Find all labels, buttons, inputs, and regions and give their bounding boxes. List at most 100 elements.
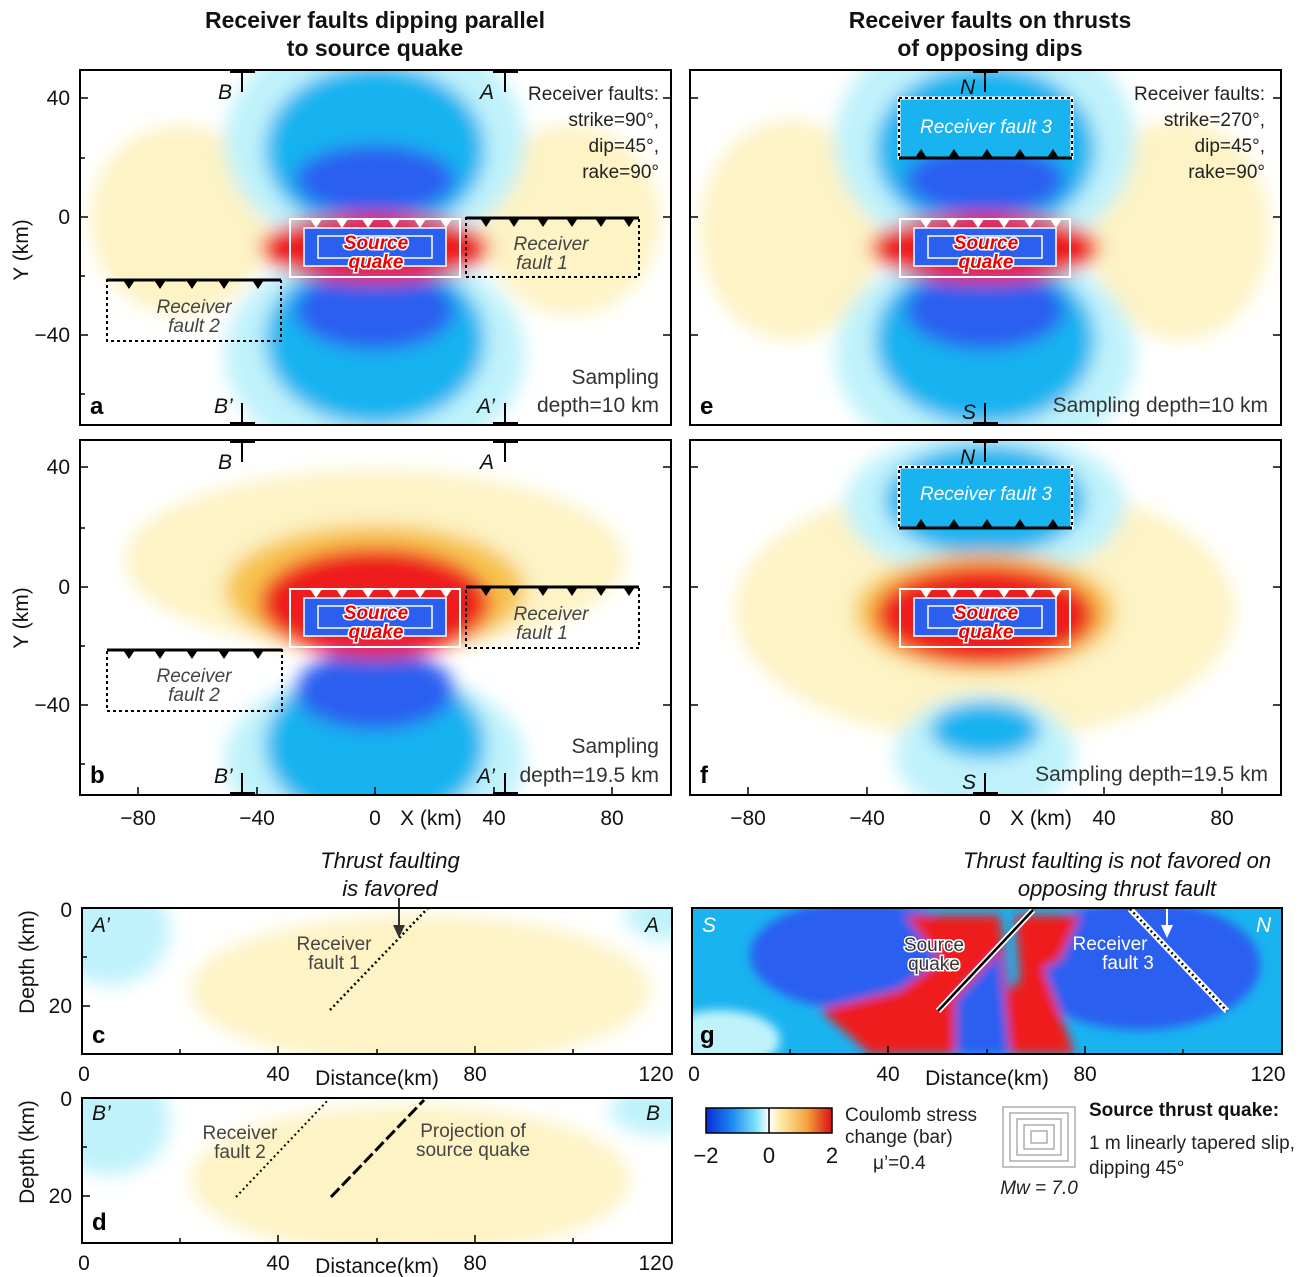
source-legend-desc-1: 1 m linearly tapered slip, [1089, 1133, 1295, 1154]
panel-e-rf3-label: Receiver fault 3 [920, 117, 1052, 138]
panel-b-rf1-label-1: Receiver [514, 604, 590, 625]
x-tick-left-0: 0 [369, 807, 381, 830]
panel-c-rf1-label-2: fault 1 [308, 953, 360, 974]
panel-g-section: Source quake Receiver fault 3 S N g [691, 898, 1283, 1055]
panel-f-S: S [962, 771, 976, 794]
left-title-line2: to source quake [286, 35, 464, 61]
panel-f-letter: f [700, 762, 709, 789]
right-title-line2: of opposing dips [897, 35, 1083, 61]
y-label-b: Y (km) [10, 587, 33, 648]
slip-patch-icon [1002, 1106, 1076, 1168]
panel-f-N: N [960, 446, 976, 469]
panel-a-letter: a [90, 393, 104, 420]
panel-a-map: Source quake Receiver fault 1 Receiver f… [79, 69, 672, 426]
panel-b-source-label-2: quake [349, 622, 404, 643]
colorbar-title-2: change (bar) [845, 1127, 953, 1148]
panel-b-letter: b [90, 762, 105, 789]
receiver-info-left-0: Receiver faults: [528, 84, 659, 105]
x-tick-right-m80: −80 [730, 807, 766, 830]
panel-a-rf1-label-2: fault 1 [516, 253, 568, 274]
panel-c-rf1-label-1: Receiver [297, 934, 373, 955]
panel-a-frame [79, 69, 672, 426]
dist-tick-g-0: 0 [688, 1063, 700, 1086]
colorbar-min: −2 [693, 1143, 718, 1168]
x-label-right: X (km) [1010, 807, 1072, 830]
panel-g-S: S [702, 914, 716, 937]
panel-g-source-label-2: quake [908, 954, 960, 975]
panel-f-source-label-1: Source [954, 603, 1019, 624]
panel-g-annotation-1: Thrust faulting is not favored on [963, 848, 1271, 873]
panel-g-rf3-label-1: Receiver [1073, 934, 1149, 955]
panel-d-letter: d [92, 1209, 107, 1236]
x-label-left: X (km) [400, 807, 462, 830]
receiver-info-right-0: Receiver faults: [1134, 84, 1265, 105]
x-tick-right-m40: −40 [849, 807, 885, 830]
panel-d-projection-2: source quake [416, 1140, 530, 1161]
dist-tick-d-40: 40 [266, 1252, 289, 1275]
panel-c-section: Receiver fault 1 A’ A c [81, 898, 673, 1055]
y-tick-a-40: 40 [47, 87, 70, 110]
panel-e-map: Receiver fault 3 Source quake Receiver f… [689, 69, 1282, 426]
depth-label-c: Depth (km) [16, 910, 39, 1014]
x-tick-left-m40: −40 [239, 807, 275, 830]
receiver-info-right-1: strike=270°, [1164, 110, 1265, 131]
panel-e-frame [689, 69, 1282, 426]
depth-tick-c-20: 20 [49, 995, 72, 1018]
panel-b-source-label-1: Source [344, 603, 409, 624]
panel-a-section-markers [230, 71, 518, 424]
panel-a-rf2-label-1: Receiver [157, 297, 233, 318]
panel-a-B: B [218, 81, 232, 104]
panel-a-sampling-1: Sampling [571, 366, 659, 389]
panel-g-annotation-2: opposing thrust fault [1018, 876, 1217, 901]
depth-tick-d-0: 0 [60, 1088, 72, 1111]
x-tick-left-80: 80 [600, 807, 623, 830]
panel-d-rf2-label-2: fault 2 [214, 1142, 266, 1163]
panel-e-letter: e [700, 393, 713, 420]
panel-a-B-prime: B’ [214, 395, 233, 418]
receiver-info-left-1: strike=90°, [568, 110, 659, 131]
x-tick-left-40: 40 [482, 807, 505, 830]
panel-g-N: N [1256, 914, 1272, 937]
dist-tick-c-40: 40 [266, 1063, 289, 1086]
panel-e-N: N [960, 76, 976, 99]
panel-c-letter: c [92, 1022, 105, 1049]
panel-e-receiver-info: Receiver faults: strike=270°, dip=45°, r… [1134, 84, 1265, 183]
y-tick-b-0: 0 [58, 576, 70, 599]
y-tick-b-m40: −40 [34, 694, 70, 717]
colorbar-mid: 0 [763, 1143, 775, 1168]
dist-tick-d-80: 80 [463, 1252, 486, 1275]
y-tick-b-40: 40 [47, 456, 70, 479]
dist-tick-d-0: 0 [78, 1252, 90, 1275]
y-label-a: Y (km) [10, 219, 33, 280]
x-tick-right-0: 0 [979, 807, 991, 830]
panel-a-rf2-label-2: fault 2 [168, 316, 220, 337]
left-title-line1: Receiver faults dipping parallel [205, 7, 545, 33]
panel-a-source-teeth [310, 219, 452, 228]
y-tick-a-m40: −40 [34, 324, 70, 347]
panel-b-rf1-label-2: fault 1 [516, 623, 568, 644]
panel-a-A-prime: A’ [475, 395, 495, 418]
friction-label: μ’=0.4 [873, 1153, 926, 1174]
panel-g-source-label-1: Source [904, 935, 964, 956]
panel-c-A: A [643, 914, 659, 937]
x-tick-left-m80: −80 [120, 807, 156, 830]
panel-b-sampling-2: depth=19.5 km [519, 764, 659, 787]
x-tick-right-80: 80 [1210, 807, 1233, 830]
dist-tick-c-120: 120 [638, 1063, 673, 1086]
panel-d-projection-1: Projection of [420, 1121, 526, 1142]
dist-tick-g-40: 40 [876, 1063, 899, 1086]
panel-f-sampling: Sampling depth=19.5 km [1035, 763, 1268, 786]
receiver-info-right-3: rake=90° [1188, 162, 1265, 183]
dist-tick-g-120: 120 [1250, 1063, 1285, 1086]
panel-b-A-prime: A’ [475, 765, 495, 788]
panel-c-annotation-2: is favored [342, 876, 438, 901]
panel-f-map: Receiver fault 3 Source quake Sampling d… [689, 439, 1282, 796]
panel-g-letter: g [700, 1022, 715, 1049]
panel-a-A: A [478, 81, 494, 104]
panel-d-B: B [646, 1102, 660, 1125]
panel-b-B: B [218, 451, 232, 474]
panel-b-map: Source quake Receiver fault 1 Receiver f… [79, 439, 672, 796]
panel-e-source-label-2: quake [959, 252, 1014, 273]
x-tick-right-40: 40 [1092, 807, 1115, 830]
